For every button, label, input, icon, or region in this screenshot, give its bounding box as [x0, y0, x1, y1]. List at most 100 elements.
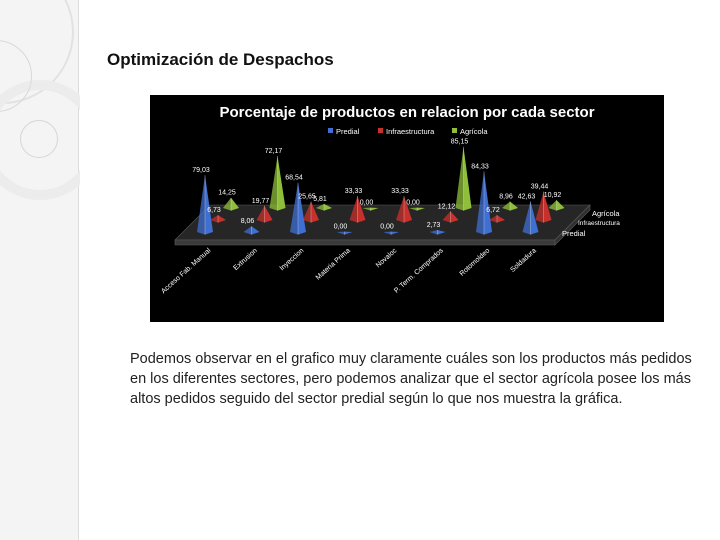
legend-swatch [328, 128, 333, 133]
data-label: 19,77 [252, 198, 270, 205]
data-label: 0,00 [380, 224, 394, 231]
data-label: 0,00 [406, 200, 420, 207]
data-label: 79,03 [192, 167, 210, 174]
cone-face-right [298, 182, 306, 235]
chart-svg: Porcentaje de productos en relacion por … [160, 104, 620, 295]
cone-face-right [484, 171, 492, 235]
cone-face-left [502, 201, 510, 211]
data-label: 5,81 [313, 196, 327, 203]
data-label: 39,44 [531, 184, 549, 191]
category-tick-label: Novaloc [375, 247, 399, 269]
depth-axis-label: Predial [562, 229, 586, 238]
data-label: 33,33 [391, 188, 409, 195]
category-tick-label: Inyeccion [279, 247, 306, 272]
cone-face-right [543, 191, 552, 223]
cone-face-left [336, 231, 345, 235]
data-label: 6,73 [207, 207, 221, 214]
data-label: 10,92 [544, 192, 562, 199]
category-tick-label: Materia Prima [315, 247, 352, 281]
data-label: 25,65 [298, 194, 316, 201]
cone-face-right [264, 205, 273, 223]
cone-face-right [530, 201, 539, 235]
cone-face-right [450, 211, 459, 223]
chart-marks [197, 146, 565, 235]
data-label: 68,54 [285, 175, 303, 182]
cone-face-right [218, 215, 226, 223]
data-label: 42,63 [518, 193, 536, 200]
decorative-sidebar [0, 0, 80, 540]
chart-legend: Predial Infraestructura Agrícola [328, 127, 488, 136]
data-label: 84,33 [471, 163, 489, 170]
cone-face-left [349, 196, 358, 223]
cone-face-left [197, 175, 205, 235]
decorative-ring [0, 80, 80, 200]
cone-face-left [409, 207, 417, 211]
cone-face-right [205, 175, 213, 235]
cone-face-left [316, 203, 324, 211]
cone-face-left [290, 182, 298, 235]
slide-body-text: Podemos observar en el grafico muy clara… [130, 351, 692, 407]
chart-floor-front [174, 239, 556, 246]
depth-axis-label: Infraestructura [578, 220, 620, 227]
cone-face-right [277, 156, 286, 211]
cone-face-right [391, 231, 399, 235]
slide-title: Optimización de Despachos [107, 50, 334, 69]
cone-face-right [370, 207, 379, 211]
cone-face-left [535, 191, 544, 223]
cone-face-left [489, 215, 497, 223]
cone-face-right [324, 203, 332, 211]
data-label: 72,17 [265, 148, 283, 155]
data-label: 0,00 [334, 224, 348, 231]
cone-face-left [455, 146, 464, 211]
cone-face-left [256, 205, 265, 223]
legend-swatch [452, 128, 457, 133]
chart-panel: Porcentaje de productos en relacion por … [150, 95, 664, 322]
legend-swatch [378, 128, 383, 133]
chart-title: Porcentaje de productos en relacion por … [219, 104, 594, 121]
cone-face-right [251, 226, 260, 235]
cone-face-right [231, 197, 239, 211]
cone-face-left [383, 231, 391, 235]
cone-face-left [429, 230, 438, 235]
category-tick-label: P. Term. Comprados [393, 247, 445, 295]
cone-face-right [357, 196, 366, 223]
cone-face-right [344, 231, 353, 235]
depth-axis-label: Agrícola [592, 209, 620, 218]
cone-face-right [417, 207, 425, 211]
cone-face-left [362, 207, 371, 211]
category-tick-label: Acceso Fab. Manual [160, 247, 212, 295]
cone-face-right [437, 230, 446, 235]
cone-face-right [497, 215, 505, 223]
data-label: 8,06 [241, 218, 255, 225]
cone-face-right [404, 196, 412, 223]
legend-label: Infraestructura [386, 127, 435, 136]
data-label: 0,00 [360, 200, 374, 207]
cone-face-left [243, 226, 252, 235]
cone-face-left [442, 211, 451, 223]
data-label: 14,25 [218, 190, 236, 197]
chart-floor-side [554, 204, 591, 246]
cone-face-right [311, 201, 319, 223]
cone-face-left [210, 215, 218, 223]
cone-face-left [522, 201, 531, 235]
legend-label: Predial [336, 127, 360, 136]
cone-face-left [303, 201, 311, 223]
data-label: 2,73 [427, 222, 441, 229]
category-tick-label: Soldadura [509, 247, 537, 274]
data-label: 85,15 [451, 139, 469, 146]
data-label: 6,72 [486, 207, 500, 214]
cone-face-left [476, 171, 484, 235]
legend-label: Agrícola [460, 127, 488, 136]
decorative-ring [20, 120, 58, 158]
cone-face-right [556, 200, 565, 211]
cone-face-right [510, 201, 518, 211]
category-tick-label: Extrusion [232, 247, 258, 272]
data-label: 12,12 [438, 203, 456, 210]
cone-face-left [223, 197, 231, 211]
cone-face-left [548, 200, 557, 211]
category-tick-label: Rotomoldeo [459, 247, 492, 278]
cone-face-left [396, 196, 404, 223]
cone-face-right [463, 146, 472, 211]
data-label: 8,96 [499, 194, 513, 201]
data-label: 33,33 [345, 188, 363, 195]
